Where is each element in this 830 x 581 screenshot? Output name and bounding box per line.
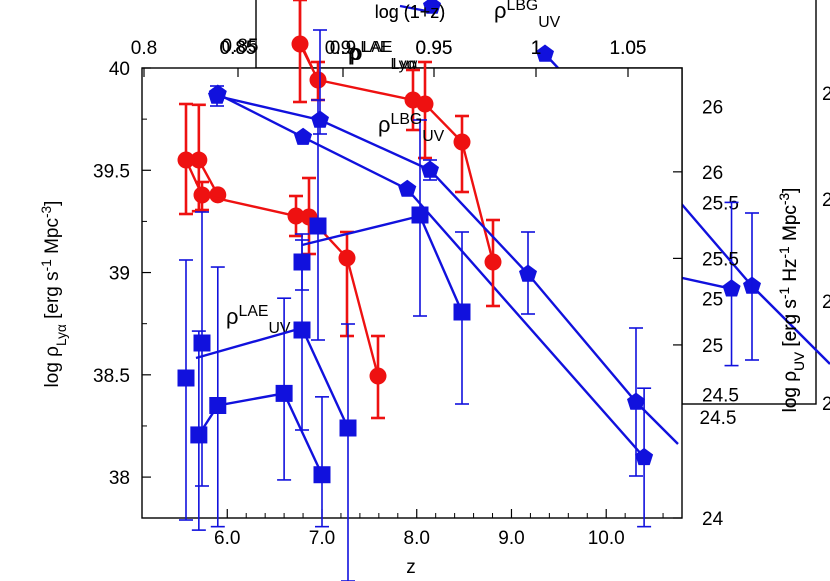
middle-point-2-3 bbox=[722, 279, 741, 297]
front-series-line-2 bbox=[217, 92, 645, 459]
middle-lbg-point-a bbox=[536, 44, 554, 62]
front-uvlae-err-0 bbox=[179, 259, 193, 521]
front-y2tick-label-0: 24 bbox=[702, 509, 724, 530]
middle-edge-label-b: 2 bbox=[822, 190, 830, 211]
front-lya-point-7 bbox=[193, 186, 211, 204]
front-y2tick-label-3: 26 bbox=[702, 163, 723, 184]
front-ytick-label-3: 39.5 bbox=[93, 161, 130, 182]
front-point-1-3 bbox=[313, 466, 331, 484]
middle-y2tick-label-1: 25 bbox=[702, 289, 723, 310]
front-ylabel: log ρLyα [erg s-1 Mpc-3] bbox=[39, 201, 69, 388]
front-uvlbg-point-1 bbox=[311, 110, 329, 128]
front-ytick-label-0: 38 bbox=[109, 468, 130, 489]
front-ytick-label-4: 40 bbox=[109, 59, 130, 80]
middle-toptick-label-1: 0.9 bbox=[325, 38, 351, 59]
middle-toptick-label-2: 0.95 bbox=[416, 38, 453, 59]
back-annotation-0: ρLBGUV bbox=[494, 0, 561, 31]
front-toptick-label-1: 0.85 bbox=[220, 38, 257, 59]
front-toptick-label-4: 1 bbox=[531, 38, 542, 59]
middle-top-axis-label: log (1+z) bbox=[375, 2, 446, 22]
front-lya-point-0 bbox=[291, 35, 309, 53]
middle-y2tick-label-0: 24.5 bbox=[702, 385, 739, 406]
front-errorbar-1-1 bbox=[210, 266, 225, 528]
front-uvlae-err-3 bbox=[341, 323, 355, 581]
front-point-1-2 bbox=[275, 384, 293, 402]
front-xtick-label-3: 9.0 bbox=[498, 528, 524, 549]
front-panel: 6.0 7.0 8.0 9.0 10.0 z 38 38.5 39 39.5 40 24 25 25.5 2… bbox=[39, 0, 807, 581]
front-errorbar-1-3 bbox=[315, 396, 329, 528]
front-uvlbg-point-0 bbox=[208, 86, 226, 104]
front-xtick-label-2: 8.0 bbox=[404, 528, 430, 549]
front-uvlae-point-3 bbox=[339, 419, 357, 437]
middle-y2tick-label-2: 25.5 bbox=[702, 193, 739, 214]
back-point-1-0 bbox=[423, 0, 441, 14]
front-point-1-1 bbox=[209, 397, 227, 414]
front-toptick-label-0: 0.8 bbox=[131, 38, 157, 59]
front-xtick-label-1: 7.0 bbox=[309, 528, 335, 549]
front-point-2-3 bbox=[635, 447, 654, 466]
front-xtick-label-0: 6.0 bbox=[214, 528, 240, 549]
front-uvlae-point-6 bbox=[411, 206, 429, 224]
front-uvlae-point-5 bbox=[309, 217, 327, 235]
front-uvlae-point-4 bbox=[293, 253, 311, 271]
front-lya-point-5 bbox=[484, 253, 502, 271]
front-xtick-label-4: 10.0 bbox=[588, 528, 625, 549]
front-plot-frame bbox=[141, 67, 683, 519]
front-point-0-0 bbox=[190, 151, 208, 169]
middle-edge-label-d: 2 bbox=[822, 394, 830, 415]
front-lya-point-6 bbox=[177, 151, 195, 169]
front-toptick-label-3: 0.95 bbox=[416, 38, 453, 59]
front-annotation-lbg: ρLBGUV bbox=[378, 111, 445, 145]
front-uvlbg-line bbox=[216, 94, 679, 445]
front-lya-point-4 bbox=[453, 133, 471, 151]
front-point-2-1 bbox=[294, 127, 313, 145]
front-uvlae-point-0 bbox=[177, 369, 195, 387]
front-uvlbg-point-3 bbox=[519, 264, 537, 282]
front-toptick-label-2: 0.9 bbox=[330, 38, 356, 59]
front-annotation-lya: ρLAELyα bbox=[348, 39, 416, 73]
front-lya-err-4 bbox=[455, 114, 469, 194]
front-toptick-label-5: 1.05 bbox=[610, 38, 647, 59]
front-lya-point-3 bbox=[416, 95, 434, 113]
front-lya-point-11 bbox=[369, 367, 387, 385]
front-series-line-1 bbox=[197, 392, 324, 476]
front-point-1-0 bbox=[190, 426, 208, 444]
middle-toptick-label-3: 1 bbox=[531, 38, 542, 59]
middle-lbg-err-c bbox=[745, 212, 759, 361]
front-uvlae-point-7 bbox=[453, 303, 471, 321]
front-middle-top-label: 0.85 bbox=[222, 36, 259, 57]
front-uvlae-point-2 bbox=[293, 321, 311, 339]
middle-y2label: log ρUV [erg s-1 Hz-1 Mpc-3] bbox=[777, 188, 807, 413]
front-lya-point-1 bbox=[309, 71, 327, 89]
front-y2tick-label-1: 25 bbox=[702, 336, 723, 357]
front-lya-point-8 bbox=[287, 207, 305, 225]
front-xlabel: z bbox=[406, 557, 416, 578]
front-uvlbg-point-4 bbox=[627, 392, 645, 410]
front-uvlae-point-1 bbox=[193, 334, 211, 352]
middle-toptick-label-0: 0.85 bbox=[220, 38, 257, 59]
front-lya-point-10 bbox=[338, 249, 356, 267]
front-ytick-label-2: 39 bbox=[109, 264, 130, 285]
front-y2label: log ρUV [erg s-1 Hz-1 Mpc-3] bbox=[777, 188, 807, 413]
front-ytick-label-1: 38.5 bbox=[93, 366, 130, 387]
front-point-2-2 bbox=[398, 179, 417, 197]
middle-y2tick-label-3: 26 bbox=[702, 97, 723, 118]
front-uvlbg-point-2 bbox=[421, 160, 439, 178]
middle-y2-bottom-label: 24.5 bbox=[700, 408, 737, 429]
middle-edge-label-c: 2 bbox=[822, 292, 830, 313]
middle-edge-label-a: 2 bbox=[822, 84, 830, 105]
front-y2tick-label-2: 25.5 bbox=[702, 249, 739, 270]
middle-toptick-label-4: 1.05 bbox=[610, 38, 647, 59]
